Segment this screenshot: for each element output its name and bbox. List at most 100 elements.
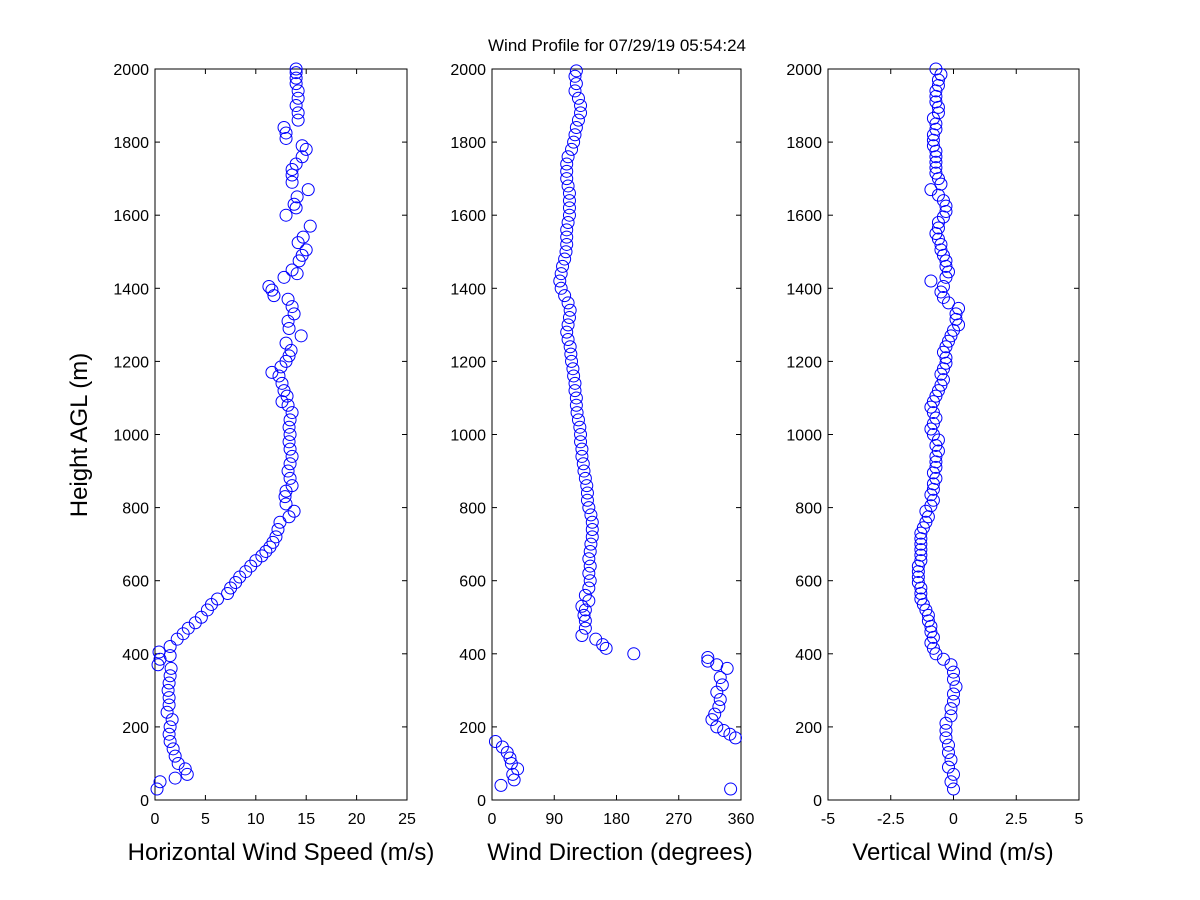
vertical-wind-point [941, 760, 955, 774]
horizontal-wind-speed-point [283, 428, 297, 441]
vertical-wind-ytick-label: 1000 [786, 428, 822, 445]
vertical-wind-xtick-label: 5 [1075, 811, 1084, 828]
horizontal-wind-speed-ytick-label: 1800 [113, 135, 149, 152]
horizontal-wind-speed-point [284, 343, 298, 357]
horizontal-wind-speed-point [289, 99, 303, 113]
horizontal-wind-speed-point [287, 197, 301, 211]
horizontal-wind-speed-xtick-label: 5 [201, 811, 210, 828]
vertical-wind-point [911, 570, 925, 584]
wind-direction-point [574, 106, 588, 120]
vertical-wind-point [931, 221, 945, 235]
wind-direction-panel: 0 90 180 270 360 0 200 400 600 800 1000 1200 1400 160… [450, 62, 754, 866]
wind-direction-point [577, 464, 591, 478]
horizontal-wind-speed-point [287, 504, 301, 518]
horizontal-wind-speed-point [153, 652, 167, 666]
wind-direction-point [723, 727, 737, 741]
wind-direction-point [576, 457, 590, 471]
vertical-wind-point [929, 155, 943, 169]
wind-direction-ytick-label: 1000 [450, 428, 486, 445]
wind-direction-point [569, 64, 583, 78]
wind-direction-point [578, 588, 592, 602]
wind-direction-point [712, 700, 726, 714]
horizontal-wind-speed-point [162, 727, 176, 741]
vertical-wind-panel: -5 -2.5 0 2.5 5 0 200 400 600 800 1000 1200 1400 1600… [786, 62, 1083, 866]
vertical-wind-ytick-label: 800 [795, 501, 822, 518]
vertical-wind-point [929, 62, 943, 76]
vertical-wind-xlabel: Vertical Wind (m/s) [852, 839, 1053, 866]
vertical-wind-point [924, 183, 938, 197]
horizontal-wind-speed-ytick-label: 800 [122, 501, 149, 518]
vertical-wind-ytick-label: 400 [795, 647, 822, 664]
wind-direction-point [717, 724, 731, 738]
horizontal-wind-speed-point [165, 713, 179, 727]
horizontal-wind-speed-point [161, 683, 175, 697]
wind-direction-point [627, 647, 641, 661]
wind-direction-point [571, 91, 585, 105]
horizontal-wind-speed-point [303, 219, 317, 233]
horizontal-wind-speed-point [282, 322, 296, 336]
wind-direction-point [585, 515, 599, 529]
horizontal-wind-speed-point [299, 142, 313, 156]
horizontal-wind-speed-point [285, 479, 299, 493]
wind-direction-point [560, 325, 574, 339]
horizontal-wind-speed-point [162, 676, 176, 690]
wind-direction-ytick-label: 200 [459, 720, 486, 737]
vertical-wind-xtick-label: 2.5 [1005, 811, 1027, 828]
vertical-wind-ytick-label: 2000 [786, 62, 822, 79]
horizontal-wind-speed-xtick-label: 25 [398, 811, 416, 828]
horizontal-wind-speed-point [282, 435, 296, 449]
vertical-wind-point [941, 745, 955, 759]
wind-direction-point [567, 369, 581, 383]
vertical-wind-point [947, 782, 960, 796]
wind-direction-point [488, 735, 502, 749]
wind-direction-point [559, 245, 573, 259]
horizontal-wind-speed-ytick-label: 200 [122, 720, 149, 737]
wind-direction-point [560, 172, 574, 186]
horizontal-wind-speed-point [287, 307, 301, 321]
wind-direction-point [558, 289, 572, 303]
wind-direction-ytick-label: 1800 [450, 135, 486, 152]
wind-direction-point [583, 574, 597, 588]
horizontal-wind-speed-ytick-label: 1400 [113, 281, 149, 298]
vertical-wind-point [914, 554, 928, 568]
vertical-wind-point [929, 161, 943, 175]
horizontal-wind-speed-point [162, 698, 176, 712]
wind-direction-point [589, 632, 603, 646]
wind-direction-point [561, 150, 575, 164]
horizontal-wind-speed-point [289, 71, 303, 85]
vertical-wind-point [941, 738, 955, 752]
horizontal-wind-speed-point [285, 300, 299, 314]
horizontal-wind-speed-ytick-label: 600 [122, 574, 149, 591]
horizontal-wind-speed-point [271, 523, 285, 537]
horizontal-wind-speed-ytick-label: 0 [140, 793, 149, 810]
wind-direction-point [556, 259, 570, 273]
vertical-wind-xtick-label: -5 [821, 811, 835, 828]
wind-direction-point [565, 354, 579, 368]
horizontal-wind-speed-point [255, 549, 269, 563]
horizontal-wind-speed-point [277, 120, 291, 134]
wind-direction-ytick-label: 800 [459, 501, 486, 518]
horizontal-wind-speed-ytick-label: 2000 [113, 62, 149, 79]
vertical-wind-markers [911, 62, 966, 796]
horizontal-wind-speed-point [279, 336, 293, 350]
wind-direction-point [561, 296, 575, 310]
wind-direction-point [584, 508, 598, 522]
vertical-wind-point [929, 166, 943, 180]
vertical-wind-xtick-label: 0 [949, 811, 958, 828]
horizontal-wind-speed-point [279, 126, 293, 140]
wind-direction-point [560, 230, 574, 244]
wind-direction-point [574, 99, 588, 113]
wind-direction-point [583, 559, 597, 573]
wind-direction-point [560, 223, 574, 237]
wind-direction-point [701, 650, 715, 664]
horizontal-wind-speed-xtick-label: 20 [348, 811, 366, 828]
wind-direction-point [554, 281, 568, 295]
horizontal-wind-speed-point [295, 139, 309, 153]
wind-direction-point [575, 442, 589, 456]
horizontal-wind-speed-point [283, 471, 297, 485]
horizontal-wind-speed-point [262, 279, 276, 293]
wind-direction-ticks: 0 90 180 270 360 0 200 400 600 800 1000 1200 1400 160… [450, 62, 754, 828]
vertical-wind-point [914, 537, 928, 551]
wind-direction-point [571, 113, 585, 127]
wind-direction-point [701, 654, 715, 668]
